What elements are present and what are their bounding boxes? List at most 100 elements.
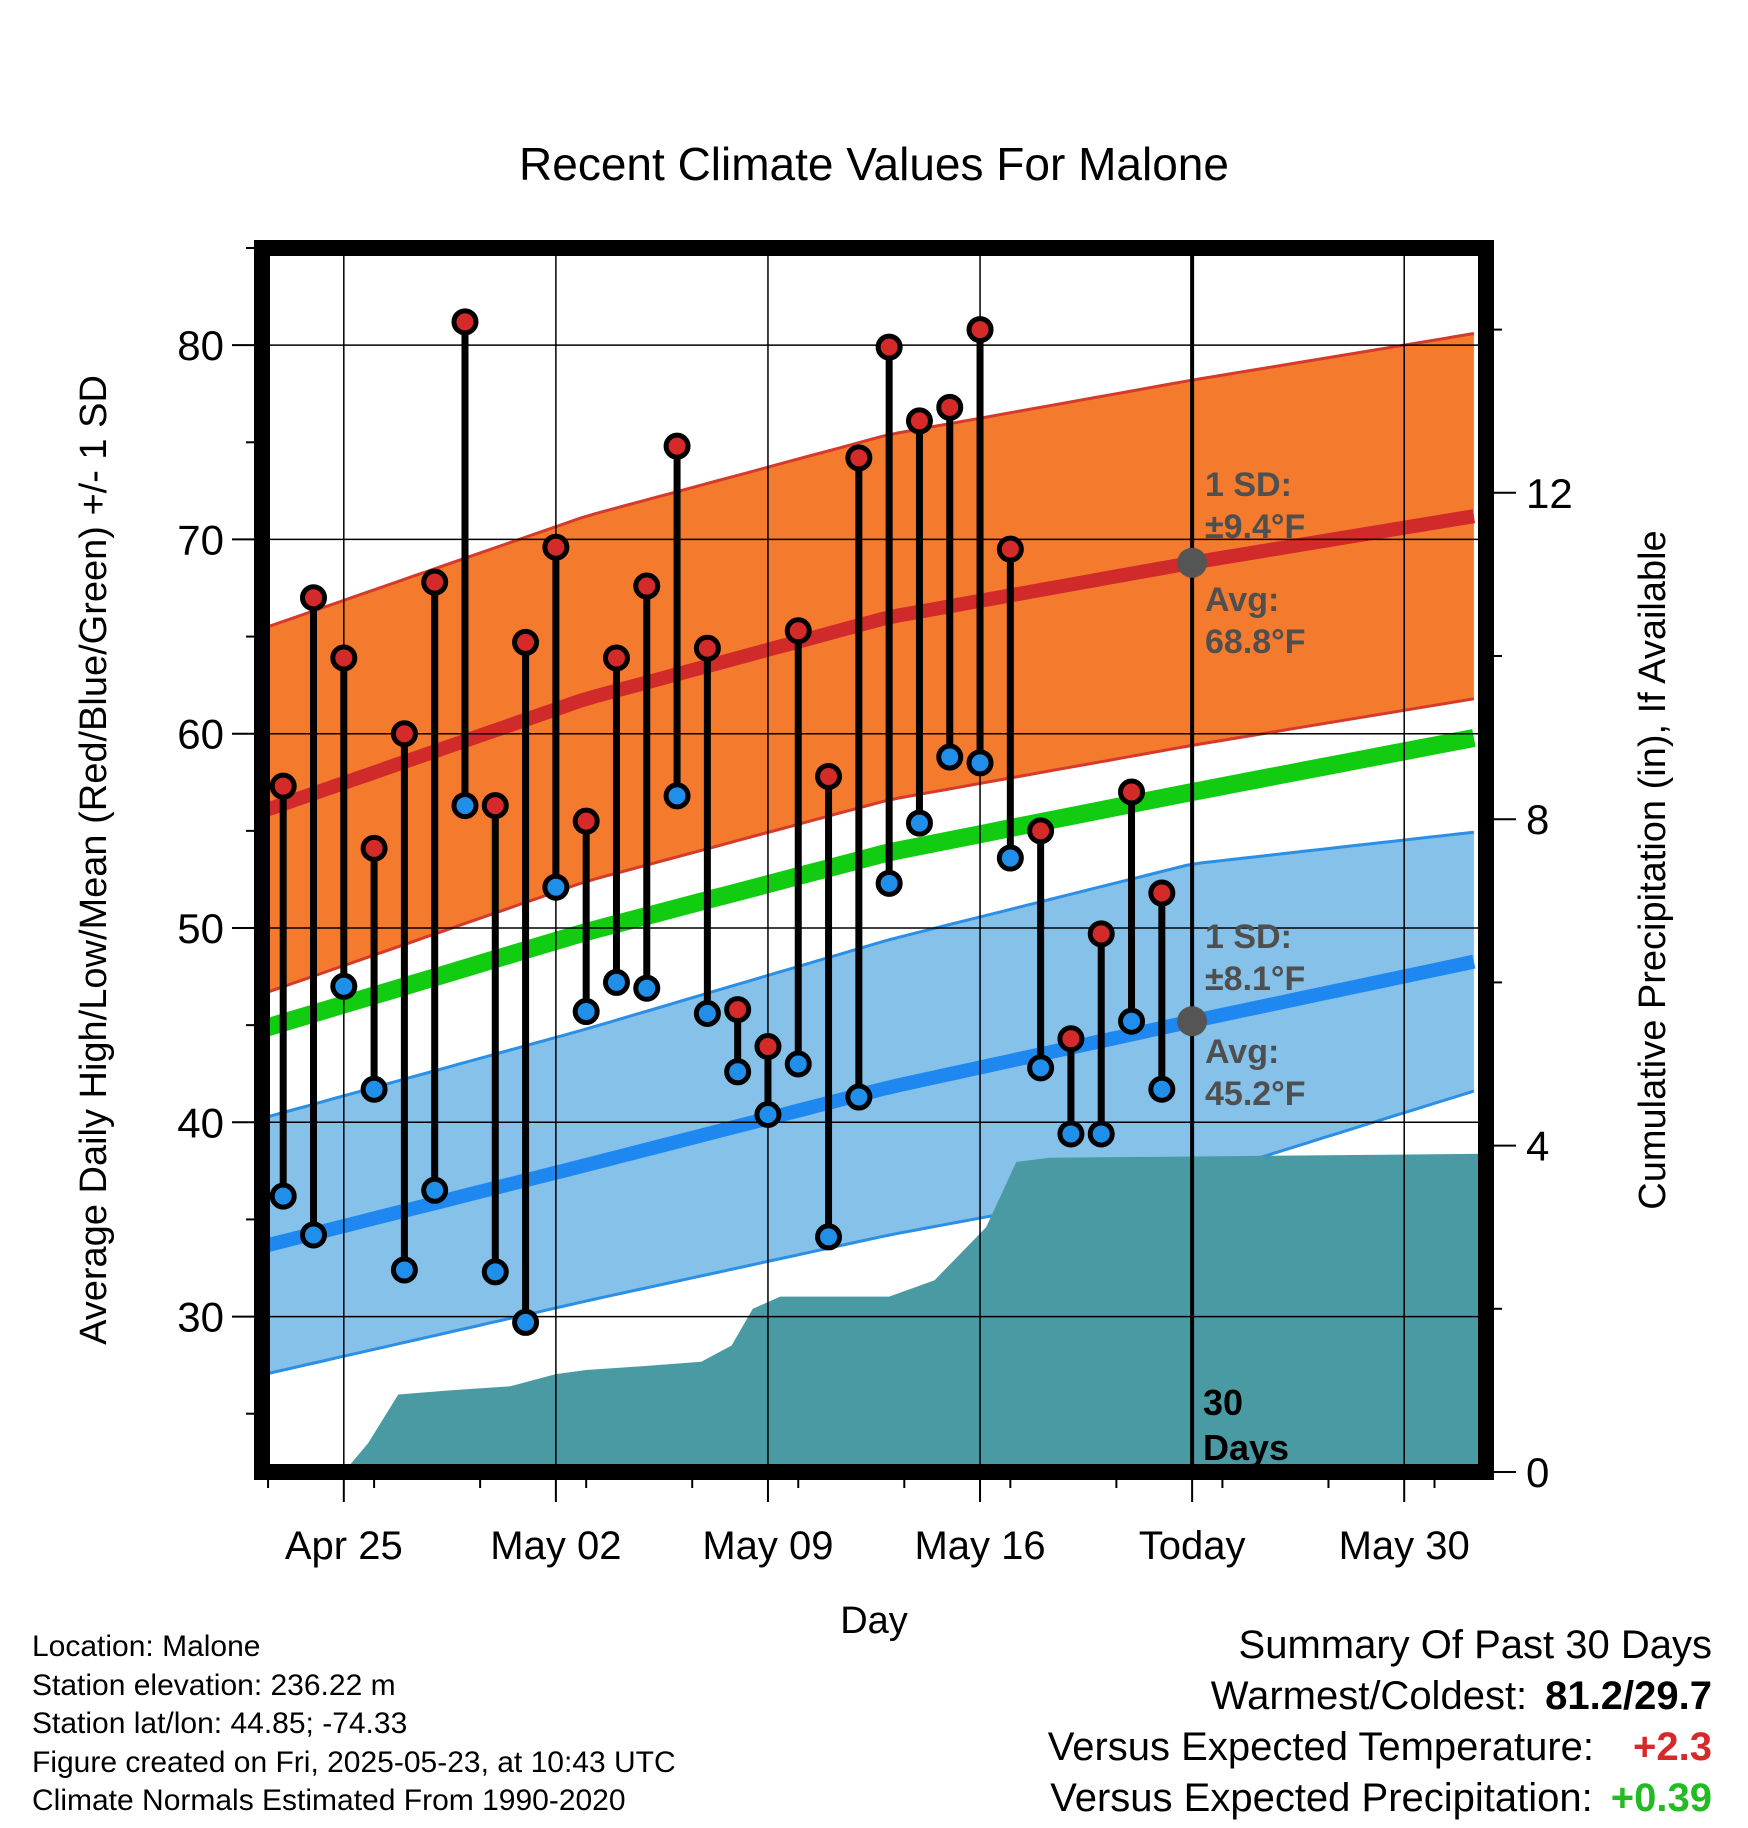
temp-value: +2.3 (1633, 1725, 1712, 1769)
normal-mean-line (262, 729, 1476, 1038)
x-tick-label: May 30 (1339, 1524, 1470, 1568)
daily-low-point (542, 873, 570, 901)
high-sd-band (262, 333, 1474, 995)
daily-high-point (451, 308, 479, 336)
y-tick-label: 60 (177, 711, 224, 758)
daily-low-point (1057, 1120, 1085, 1148)
low-avg-label: Avg: (1205, 1033, 1279, 1071)
high-avg-value: 68.8°F (1205, 623, 1306, 661)
x-tick-label: Apr 25 (285, 1524, 403, 1568)
daily-high-point (602, 644, 630, 672)
precip-label: Versus Expected Precipitation: (1050, 1776, 1593, 1820)
daily-high-point (360, 834, 388, 862)
high-sd-value: ±9.4°F (1205, 508, 1305, 546)
daily-low-point (815, 1223, 843, 1251)
daily-high-point (512, 628, 540, 656)
low-band-upper-edge (262, 830, 1475, 1120)
daily-high-point (905, 407, 933, 435)
y-tick-label: 50 (177, 905, 224, 952)
warmest-coldest-label: Warmest/Coldest: (1210, 1674, 1528, 1718)
daily-low-point (451, 792, 479, 820)
summary-warmest-coldest: Warmest/Coldest: 81.2/29.7 (1048, 1671, 1712, 1722)
precip-value: +0.39 (1610, 1776, 1712, 1820)
daily-low-point (784, 1050, 812, 1078)
plot-area (262, 332, 1486, 1472)
low-sd-value: ±8.1°F (1205, 960, 1305, 998)
daily-high-point (633, 572, 661, 600)
latlon-text: Station lat/lon: 44.85; -74.33 (32, 1707, 408, 1740)
low-avg-value: 45.2°F (1205, 1075, 1306, 1113)
x-axis-label: Day (840, 1600, 908, 1642)
low-sd-label: 1 SD: (1205, 918, 1292, 956)
window-days-label: Days (1203, 1427, 1289, 1468)
x-tick-label: May 16 (914, 1524, 1045, 1568)
y2-tick-label: 0 (1526, 1449, 1549, 1496)
summary-title: Summary Of Past 30 Days (1238, 1623, 1712, 1667)
high-annotation: 1 SD: ±9.4°F Avg: 68.8°F (1205, 466, 1306, 661)
y-axis-label: Average Daily High/Low/Mean (Red/Blue/Gr… (73, 375, 115, 1345)
daily-high-point (1087, 920, 1115, 948)
daily-high-point (724, 996, 752, 1024)
daily-low-point (966, 749, 994, 777)
daily-low-point (754, 1101, 782, 1129)
high-sd-label: 1 SD: (1205, 466, 1292, 504)
daily-high-point (481, 792, 509, 820)
x-tick-label: Today (1139, 1524, 1246, 1568)
daily-high-point (421, 568, 449, 596)
daily-low-point (481, 1258, 509, 1286)
daily-low-point (572, 998, 600, 1026)
today-high-normal-marker (1177, 547, 1208, 578)
daily-low-point (330, 972, 358, 1000)
warmest-coldest-value: 81.2/29.7 (1545, 1674, 1712, 1718)
daily-low-point (1118, 1007, 1146, 1035)
data-marks (269, 308, 1208, 1336)
daily-low-point (300, 1221, 328, 1249)
low-band-lower-edge (262, 1089, 1475, 1377)
window-annotation: 30 Days (1203, 1382, 1289, 1468)
daily-high-point (966, 316, 994, 344)
daily-low-point (512, 1308, 540, 1336)
daily-high-point (1027, 817, 1055, 845)
daily-low-point (633, 974, 661, 1002)
daily-high-point (693, 634, 721, 662)
location-text: Location: Malone (32, 1630, 261, 1663)
daily-high-point (572, 807, 600, 835)
daily-low-point (845, 1083, 873, 1111)
daily-high-point (754, 1033, 782, 1061)
normals-text: Climate Normals Estimated From 1990-2020 (32, 1784, 626, 1817)
low-annotation: 1 SD: ±8.1°F Avg: 45.2°F (1205, 918, 1306, 1113)
y2-tick-label: 12 (1526, 470, 1573, 517)
daily-low-point (996, 844, 1024, 872)
daily-high-point (663, 432, 691, 460)
daily-high-point (996, 535, 1024, 563)
temp-label: Versus Expected Temperature: (1047, 1725, 1594, 1769)
summary-panel: Summary Of Past 30 Days Warmest/Coldest:… (1048, 1620, 1712, 1824)
daily-high-point (330, 644, 358, 672)
created-text: Figure created on Fri, 2025-05-23, at 10… (32, 1745, 676, 1779)
daily-high-point (1148, 879, 1176, 907)
precip-area (343, 1153, 1486, 1472)
daily-high-point (845, 444, 873, 472)
daily-high-point (936, 393, 964, 421)
daily-low-point (663, 782, 691, 810)
y2-tick-label: 8 (1526, 796, 1549, 843)
daily-low-point (269, 1182, 297, 1210)
daily-high-point (815, 762, 843, 790)
station-info: Location: Malone Station elevation: 236.… (32, 1628, 676, 1821)
daily-low-point (724, 1058, 752, 1086)
y-tick-label: 30 (177, 1294, 224, 1341)
daily-low-point (1027, 1054, 1055, 1082)
y-tick-label: 70 (177, 516, 224, 563)
plot-frame (254, 240, 1494, 1480)
elevation-text: Station elevation: 236.22 m (32, 1668, 396, 1702)
daily-high-point (1118, 778, 1146, 806)
daily-high-point (784, 617, 812, 645)
daily-low-point (693, 999, 721, 1027)
daily-low-point (905, 809, 933, 837)
window-days-number: 30 (1203, 1382, 1243, 1423)
today-low-normal-marker (1177, 1006, 1208, 1037)
summary-precipitation: Versus Expected Precipitation: +0.39 (1048, 1773, 1712, 1824)
daily-high-point (1057, 1025, 1085, 1053)
daily-low-point (390, 1256, 418, 1284)
